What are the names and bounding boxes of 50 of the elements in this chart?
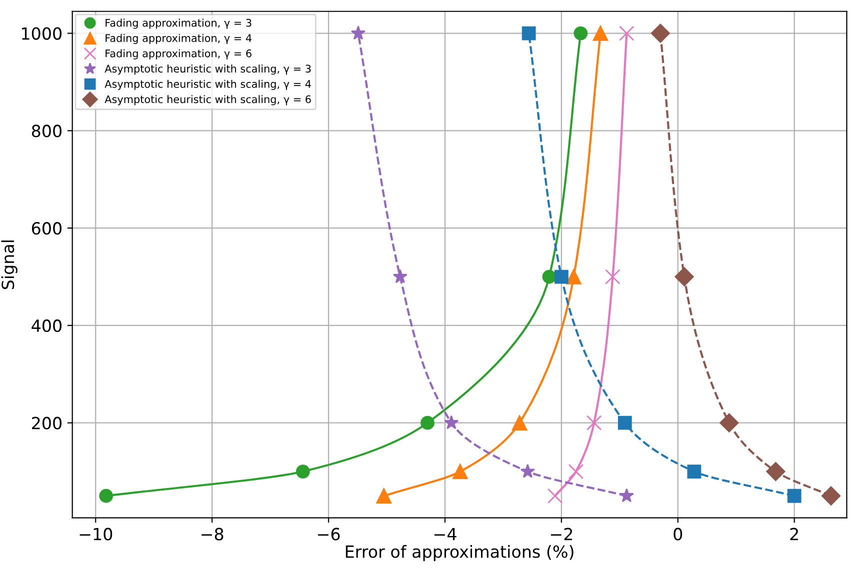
x-tick-label: −6 <box>318 528 340 540</box>
legend-label: Asymptotic heuristic with scaling, γ = 6 <box>104 95 311 106</box>
point <box>687 464 702 478</box>
point <box>554 270 568 284</box>
point <box>520 464 535 478</box>
x-tick-label: 0 <box>674 528 682 540</box>
x-axis-title: Error of approximations (%) <box>346 545 574 562</box>
point <box>650 24 670 43</box>
legend-label: Asymptotic heuristic with scaling, γ = 4 <box>104 80 311 90</box>
point <box>392 269 408 284</box>
point <box>296 464 310 478</box>
legend-label: Fading approximation, γ = 3 <box>106 18 252 29</box>
point <box>350 26 366 40</box>
point <box>821 486 841 506</box>
x-tick-label: 2 <box>790 528 798 540</box>
point <box>619 26 634 41</box>
x-tick-label: −2 <box>550 528 572 540</box>
point <box>522 26 536 40</box>
point <box>99 488 114 503</box>
y-tick-label: 400 <box>32 319 62 332</box>
y-tick-label: 1000 <box>22 27 62 40</box>
point <box>376 488 392 504</box>
point <box>574 26 588 40</box>
point <box>787 488 802 503</box>
point <box>618 416 632 430</box>
point <box>605 269 620 284</box>
point <box>586 415 602 430</box>
y-tick-label: 800 <box>32 124 62 138</box>
y-tick-label: 200 <box>32 416 62 430</box>
x-tick-label: −4 <box>434 528 456 540</box>
point <box>592 26 608 41</box>
y-axis-title: Signal <box>1 240 18 290</box>
point <box>720 413 739 432</box>
point <box>766 462 786 482</box>
x-tick-label: −8 <box>202 528 224 540</box>
point <box>568 464 584 480</box>
legend-label: Fading approximation, γ = 4 <box>106 34 252 44</box>
point <box>619 488 634 502</box>
point <box>674 267 694 286</box>
point <box>420 416 434 430</box>
legend-label: Asymptotic heuristic with scaling, γ = 3 <box>104 64 311 75</box>
x-tick-label: −10 <box>80 528 112 540</box>
point <box>542 270 556 284</box>
point <box>566 269 582 284</box>
legend-label: Fading approximation, γ = 6 <box>106 49 252 60</box>
point <box>444 415 459 430</box>
point <box>547 488 563 504</box>
point <box>452 464 468 480</box>
point <box>512 415 528 430</box>
y-tick-label: 600 <box>32 222 62 235</box>
